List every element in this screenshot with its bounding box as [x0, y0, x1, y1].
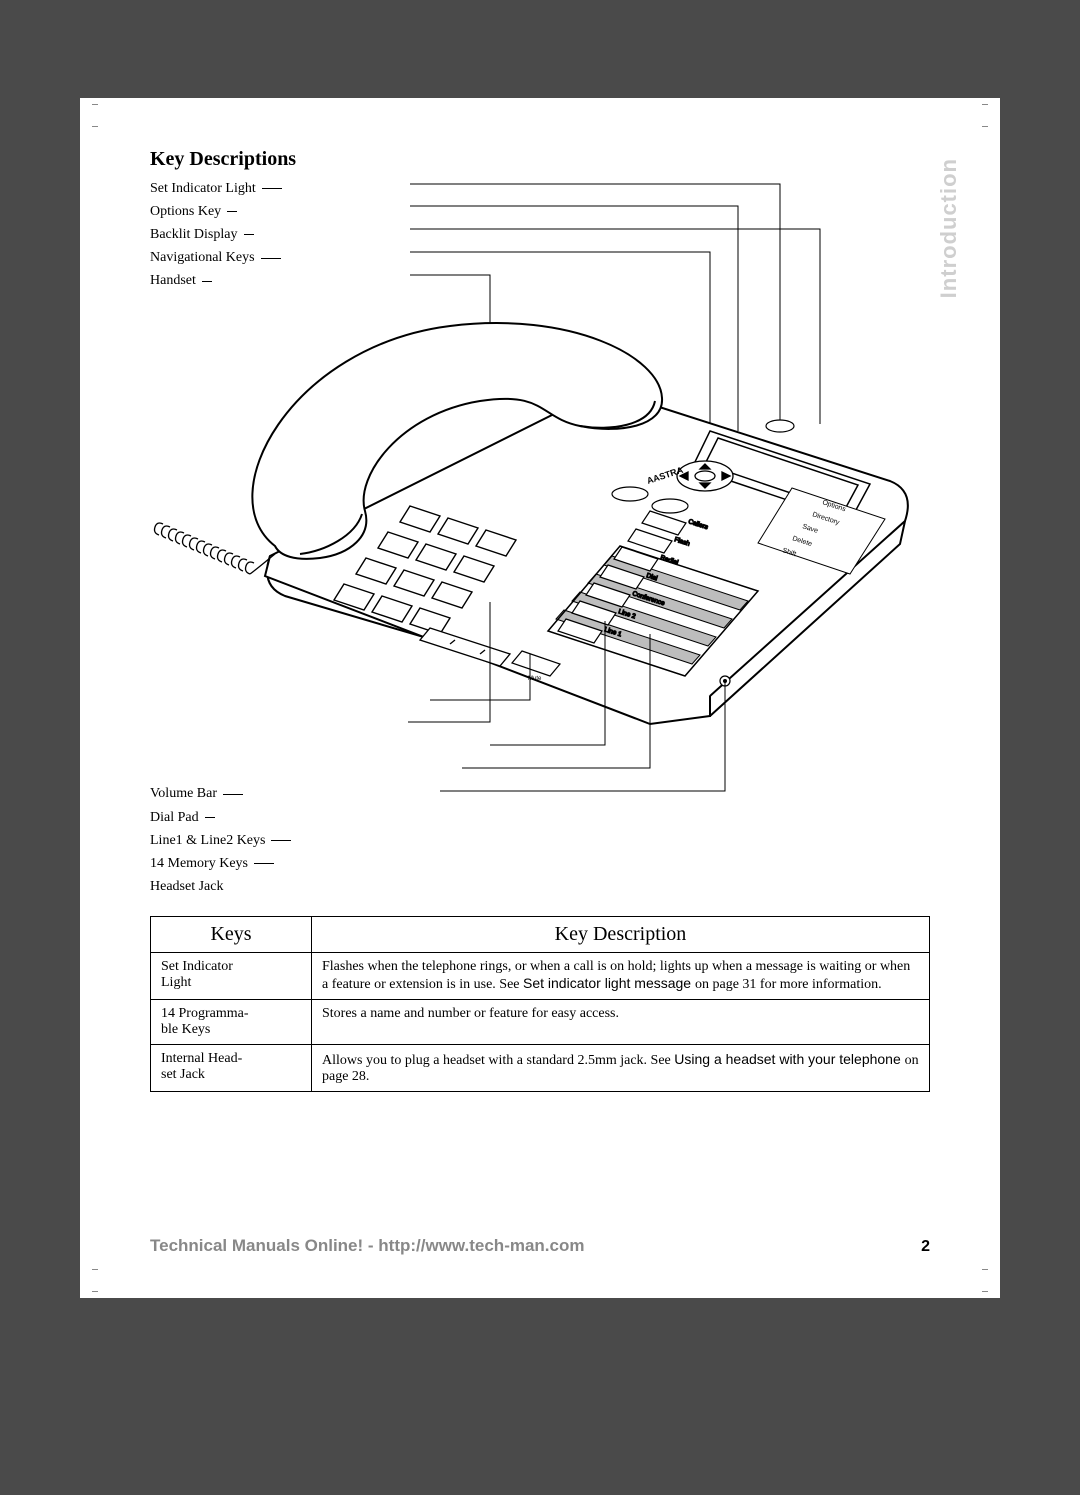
key-description-table: Keys Key Description Set IndicatorLightF… [150, 916, 930, 1092]
table-row: 14 Programma-ble KeysStores a name and n… [151, 999, 930, 1044]
callout-label: Dial Pad [150, 806, 930, 829]
crop-mark [982, 126, 988, 127]
handset-cord [155, 523, 276, 574]
key-desc: Flashes when the telephone rings, or whe… [312, 952, 930, 999]
indicator-light [766, 420, 794, 432]
page-footer: Technical Manuals Online! - http://www.t… [150, 1236, 930, 1256]
footer-text: Technical Manuals Online! - http://www.t… [150, 1236, 585, 1256]
crop-mark [92, 126, 98, 127]
crop-mark [92, 104, 98, 105]
key-desc: Allows you to plug a headset with a stan… [312, 1044, 930, 1091]
callout-label: 14 Memory Keys [150, 852, 930, 875]
crop-mark [92, 1291, 98, 1292]
callout-label: Headset Jack [150, 875, 930, 898]
callout-label: Line1 & Line2 Keys [150, 829, 930, 852]
key-name: Internal Head-set Jack [151, 1044, 312, 1091]
nav-pad [677, 461, 733, 491]
callout-labels-bottom: Volume Bar Dial Pad Line1 & Line2 Keys 1… [150, 782, 930, 897]
crop-mark [982, 104, 988, 105]
table-row: Set IndicatorLightFlashes when the telep… [151, 952, 930, 999]
manual-page: Introduction Key Descriptions Set Indica… [80, 98, 1000, 1298]
page-number: 2 [921, 1238, 930, 1256]
table-head-desc: Key Description [312, 916, 930, 952]
table-head-keys: Keys [151, 916, 312, 952]
key-name: Set IndicatorLight [151, 952, 312, 999]
section-side-label: Introduction [936, 158, 962, 298]
phone-svg: AASTRA Options Directory Save Delete Shi… [150, 176, 930, 796]
key-name: 14 Programma-ble Keys [151, 999, 312, 1044]
page-title: Key Descriptions [150, 148, 930, 171]
phone-diagram: AASTRA Options Directory Save Delete Shi… [150, 296, 930, 776]
key-desc: Stores a name and number or feature for … [312, 999, 930, 1044]
crop-mark [982, 1291, 988, 1292]
crop-mark [92, 1269, 98, 1270]
table-row: Internal Head-set JackAllows you to plug… [151, 1044, 930, 1091]
crop-mark [982, 1269, 988, 1270]
